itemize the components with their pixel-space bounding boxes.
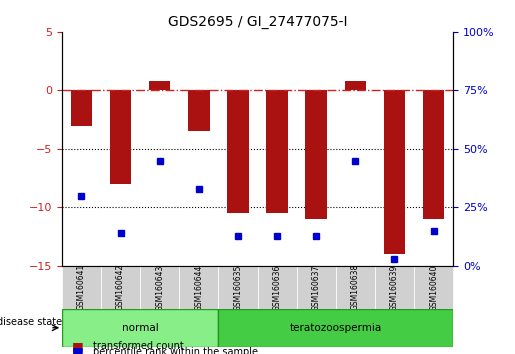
Text: normal: normal bbox=[122, 323, 159, 333]
FancyBboxPatch shape bbox=[62, 309, 218, 347]
FancyBboxPatch shape bbox=[375, 266, 414, 309]
Text: GSM160640: GSM160640 bbox=[429, 264, 438, 310]
FancyBboxPatch shape bbox=[218, 266, 258, 309]
FancyBboxPatch shape bbox=[62, 266, 101, 309]
FancyBboxPatch shape bbox=[101, 266, 140, 309]
Text: disease state: disease state bbox=[0, 317, 63, 327]
Bar bbox=[227, 90, 249, 213]
Bar bbox=[384, 90, 405, 254]
Bar bbox=[71, 90, 92, 126]
Text: GSM160643: GSM160643 bbox=[155, 264, 164, 310]
Bar bbox=[266, 90, 288, 213]
Text: transformed count: transformed count bbox=[93, 341, 183, 351]
FancyBboxPatch shape bbox=[140, 266, 179, 309]
Bar bbox=[149, 81, 170, 90]
FancyBboxPatch shape bbox=[297, 266, 336, 309]
Text: ■: ■ bbox=[72, 340, 84, 353]
FancyBboxPatch shape bbox=[258, 266, 297, 309]
Text: GSM160641: GSM160641 bbox=[77, 264, 86, 310]
Bar bbox=[305, 90, 327, 219]
Text: GSM160639: GSM160639 bbox=[390, 264, 399, 310]
Text: GSM160638: GSM160638 bbox=[351, 264, 360, 310]
Text: teratozoospermia: teratozoospermia bbox=[289, 323, 382, 333]
FancyBboxPatch shape bbox=[179, 266, 218, 309]
Bar bbox=[423, 90, 444, 219]
Text: GSM160642: GSM160642 bbox=[116, 264, 125, 310]
Text: GSM160635: GSM160635 bbox=[233, 264, 243, 310]
Bar bbox=[188, 90, 210, 131]
Text: percentile rank within the sample: percentile rank within the sample bbox=[93, 347, 258, 354]
Bar bbox=[345, 81, 366, 90]
FancyBboxPatch shape bbox=[336, 266, 375, 309]
Bar bbox=[110, 90, 131, 184]
FancyBboxPatch shape bbox=[218, 309, 453, 347]
Text: GSM160637: GSM160637 bbox=[312, 264, 321, 310]
Text: GSM160644: GSM160644 bbox=[194, 264, 203, 310]
Text: ■: ■ bbox=[72, 346, 84, 354]
Title: GDS2695 / GI_27477075-I: GDS2695 / GI_27477075-I bbox=[168, 16, 347, 29]
Text: GSM160636: GSM160636 bbox=[272, 264, 282, 310]
FancyBboxPatch shape bbox=[414, 266, 453, 309]
